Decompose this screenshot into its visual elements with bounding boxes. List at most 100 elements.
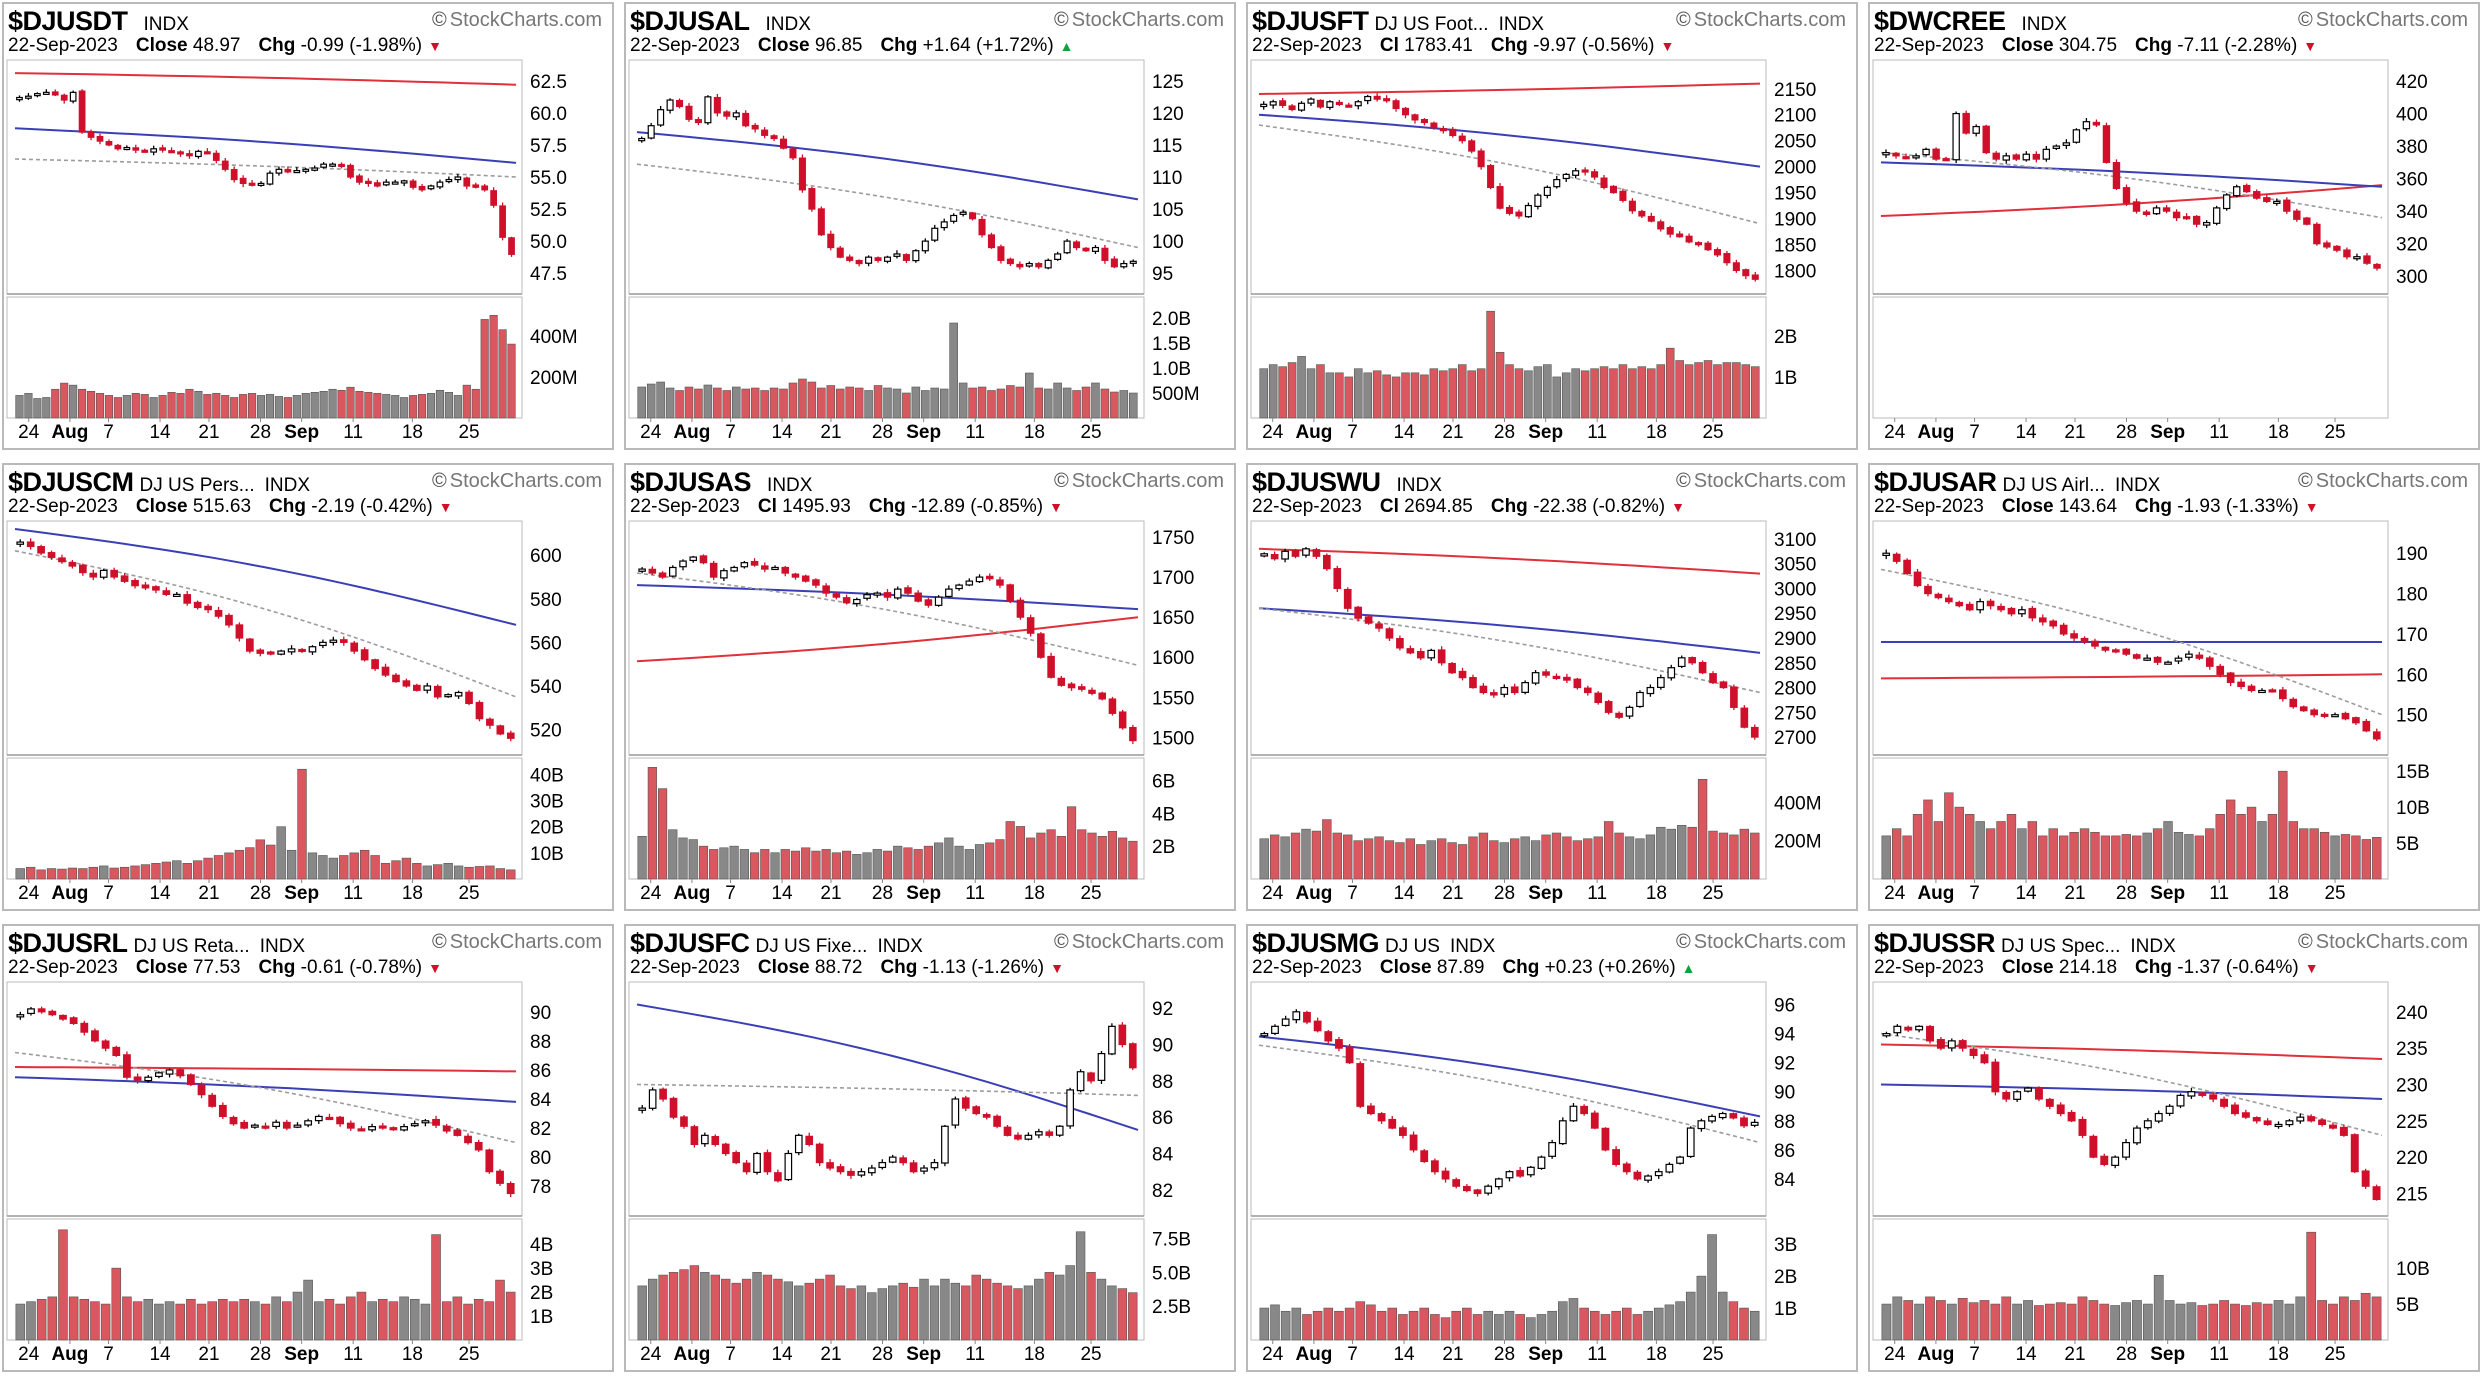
volume-bar: [2278, 770, 2288, 880]
candle-body: [1625, 706, 1634, 717]
volume-bar: [271, 1296, 281, 1341]
candle-body: [1695, 242, 1703, 246]
candle-body: [47, 552, 56, 558]
candle-body: [58, 557, 66, 563]
candle-body: [186, 1074, 195, 1086]
candle-body: [1991, 1061, 2000, 1093]
volume-bar: [1072, 390, 1081, 419]
candle-body: [1260, 1032, 1269, 1037]
candle-body: [261, 1125, 270, 1129]
volume-bar: [1398, 1314, 1408, 1341]
candle-body: [2313, 223, 2321, 245]
candle-body: [1750, 1121, 1759, 1126]
candle-body: [496, 1170, 504, 1184]
candle-body: [1915, 1025, 1924, 1031]
x-tick-label: 24: [1884, 422, 1906, 443]
volume-bar: [721, 1278, 731, 1341]
price-tick-label: 2000: [1774, 158, 1816, 179]
candle-body: [2243, 184, 2251, 193]
volume-bar: [2055, 1302, 2066, 1341]
candle-body: [2024, 1087, 2033, 1092]
candle-body: [1740, 707, 1749, 728]
candle-body: [356, 175, 363, 183]
candle-body: [1601, 1127, 1610, 1151]
chart-chg-value: -2.19 (-0.42%): [311, 496, 433, 517]
candle-body: [779, 138, 788, 149]
candle-body: [647, 125, 655, 139]
price-tick-label: 86: [1152, 1108, 1173, 1129]
candle-body: [909, 1162, 918, 1173]
x-tick-label: Sep: [284, 422, 319, 443]
chart-chg-value: -0.99 (-1.98%): [300, 35, 423, 56]
volume-bar: [463, 1303, 473, 1341]
volume-bar: [88, 866, 98, 880]
candle-body: [1572, 170, 1580, 176]
candle-body: [669, 566, 677, 577]
candle-body: [1427, 649, 1436, 659]
volume-bar: [1552, 376, 1562, 419]
candle-body: [105, 141, 113, 146]
candle-body: [508, 237, 515, 255]
volume-bar: [57, 868, 67, 880]
candle-body: [436, 181, 444, 188]
volume-bar: [1416, 844, 1426, 880]
candle-body: [1484, 1185, 1493, 1194]
volume-bar: [1583, 838, 1593, 880]
volume-bar: [940, 1278, 950, 1341]
volume-bar: [314, 1301, 324, 1341]
x-tick-label: Aug: [1295, 422, 1332, 443]
candle-body: [1324, 1031, 1333, 1042]
volume-bar: [2236, 814, 2246, 880]
x-tick-label: 11: [343, 883, 363, 904]
candle-body: [689, 556, 698, 562]
candle-body: [1035, 1131, 1043, 1136]
volume-bar: [212, 393, 221, 419]
volume-bar: [1722, 362, 1732, 419]
candle-body: [847, 1170, 855, 1176]
down-triangle-icon: ▼: [2304, 499, 2319, 515]
x-tick-label: 25: [1080, 422, 1101, 443]
candle-body: [1505, 1171, 1514, 1179]
price-tick-label: 2850: [1774, 654, 1816, 675]
chart-close-label: Close: [2001, 35, 2054, 56]
candle-body: [152, 586, 160, 591]
volume-bar: [1107, 1285, 1117, 1341]
candle-body: [1006, 258, 1014, 265]
volume-bar: [2001, 1296, 2012, 1341]
x-tick-label: 7: [103, 1344, 114, 1365]
candle-body: [27, 1008, 35, 1015]
volume-bar: [1006, 385, 1015, 419]
volume-bar: [1025, 372, 1034, 419]
volume-bar: [864, 390, 873, 419]
chart-source: © StockCharts.com: [2298, 9, 2468, 32]
volume-bar: [709, 849, 719, 880]
chart-panel: $DJUSCM DJ US Pers... INDX © StockCharts.com…: [2, 463, 614, 911]
volume-bar: [391, 860, 401, 880]
chart-close-value: 2694.85: [1404, 496, 1473, 517]
candle-body: [1458, 135, 1466, 142]
volume-bar: [1387, 1307, 1398, 1341]
volume-bar: [228, 1301, 239, 1341]
candle-body: [2209, 1094, 2218, 1100]
volume-bar: [462, 384, 471, 419]
candle-body: [347, 164, 354, 178]
x-tick-label: Sep: [1528, 1344, 1563, 1365]
candle-body: [302, 168, 310, 172]
chart-close-label: Close: [757, 35, 810, 56]
candle-body: [112, 1046, 121, 1057]
candle-body: [836, 247, 844, 258]
volume-bar: [1448, 368, 1458, 419]
x-tick-label: 24: [18, 1344, 40, 1365]
chart-chg-value: -22.38 (-0.82%): [1533, 496, 1666, 517]
volume-tick-label: 10B: [2396, 1259, 2430, 1280]
candle-body: [1054, 253, 1062, 260]
candle-body: [246, 638, 254, 652]
chart-header: $DJUSFC DJ US Fixe... INDX © StockCharts.com…: [626, 926, 1234, 982]
volume-bar: [1621, 1307, 1632, 1341]
volume-bar: [364, 392, 373, 419]
chart-chg-value: -7.11 (-2.28%): [2177, 35, 2298, 56]
chart-exchange: INDX: [259, 936, 306, 957]
chart-date: 22-Sep-2023: [8, 957, 118, 978]
candle-body: [763, 1152, 772, 1173]
candle-body: [1097, 1052, 1106, 1081]
